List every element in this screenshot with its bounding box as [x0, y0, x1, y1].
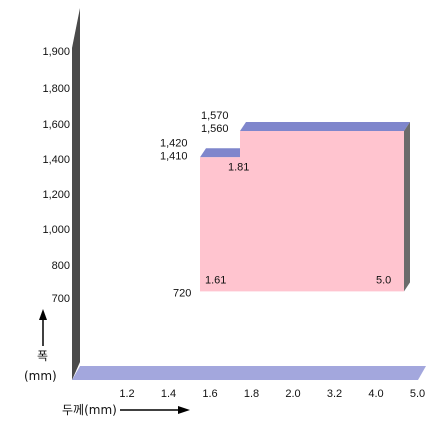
y-axis-label: 폭	[37, 349, 48, 363]
annotation-t181: 1.81	[228, 161, 249, 173]
y-tick-group: 700 800 1,000 1,200 1,400 1,600 1,800 1,900	[42, 46, 70, 305]
y-tick-label: 1,800	[42, 83, 70, 95]
x-tick-label: 1.6	[202, 388, 217, 400]
y-tick-label: 1,200	[42, 189, 70, 201]
y-tick-label: 700	[52, 293, 70, 305]
annotation-w1560: 1,560	[201, 123, 229, 135]
region-top-edge-thick	[240, 122, 410, 131]
x-tick-label: 1.8	[244, 388, 259, 400]
y-tick-label: 800	[52, 260, 70, 272]
x-tick-label: 1.2	[119, 388, 134, 400]
annotation-t161: 1.61	[205, 274, 226, 286]
x-axis-floor	[72, 366, 426, 380]
annotation-w1420: 1,420	[160, 137, 188, 149]
y-axis-unit: (mm)	[24, 369, 57, 383]
x-tick-group: 1.2 1.4 1.6 1.8 2.0 3.2 4.0 5.0	[119, 388, 425, 400]
annotation-w1410: 1,410	[160, 150, 188, 162]
region-right-side	[404, 122, 410, 292]
y-tick-label: 1,600	[42, 119, 70, 131]
y-axis-wall	[72, 8, 80, 380]
y-axis-arrow-head	[39, 309, 47, 320]
x-tick-label: 5.0	[410, 388, 425, 400]
annotation-t50: 5.0	[376, 274, 391, 286]
x-tick-label: 3.2	[327, 388, 342, 400]
annotation-w1570: 1,570	[201, 110, 229, 122]
y-tick-label: 1,000	[42, 224, 70, 236]
x-tick-label: 1.4	[161, 388, 176, 400]
y-tick-label: 1,900	[42, 46, 70, 58]
region-top-edge-thin	[200, 148, 246, 158]
annotation-w720: 720	[173, 287, 191, 299]
x-tick-label: 4.0	[368, 388, 383, 400]
x-axis-arrow-head	[178, 406, 190, 414]
x-tick-label: 2.0	[285, 388, 300, 400]
y-tick-label: 1,400	[42, 154, 70, 166]
region-front-face	[200, 131, 404, 292]
x-axis-label: 두께(mm)	[62, 403, 117, 417]
